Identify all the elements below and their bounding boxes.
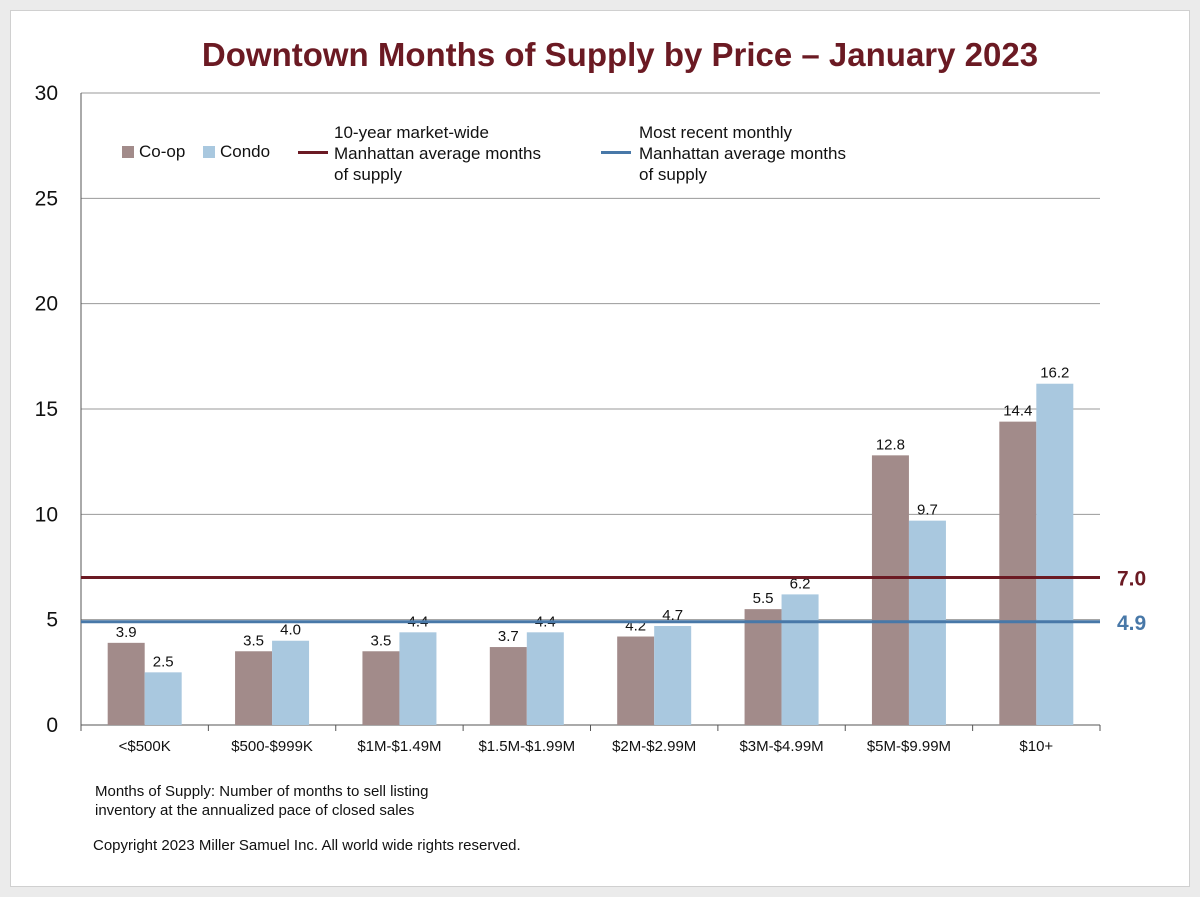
data-label-condo-6: 9.7	[917, 502, 938, 519]
data-label-co-op-0: 3.9	[116, 624, 137, 641]
bar-condo-5	[781, 594, 819, 725]
legend-swatch-condo	[203, 146, 215, 158]
data-label-condo-0: 2.5	[153, 653, 174, 670]
legend-label-recent-line2: Manhattan average months	[639, 144, 846, 163]
bar-condo-3	[526, 632, 564, 725]
data-label-condo-1: 4.0	[280, 622, 301, 639]
data-label-co-op-3: 3.7	[498, 628, 519, 645]
x-tick-label-2: $1M-$1.49M	[357, 738, 441, 755]
x-tick-label-0: <$500K	[119, 738, 171, 755]
bar-condo-2	[399, 632, 437, 725]
y-tick-label-5: 5	[46, 609, 58, 632]
data-label-co-op-5: 5.5	[753, 590, 774, 607]
bar-condo-7	[1036, 383, 1074, 725]
legend-label-condo: Condo	[220, 142, 271, 161]
legend-line-10yr-average	[298, 151, 328, 154]
reference-line-label-0: 7.0	[1117, 568, 1146, 591]
definition-note: Months of Supply: Number of months to se…	[95, 782, 429, 820]
bar-condo-4	[654, 625, 692, 725]
bar-co-op-0	[107, 642, 145, 725]
definition-line-1: Months of Supply: Number of months to se…	[95, 783, 429, 800]
x-tick-label-6: $5M-$9.99M	[867, 738, 951, 755]
y-tick-label-30: 30	[35, 82, 58, 105]
y-tick-label-15: 15	[35, 398, 58, 421]
legend-label-10yr-line1: 10-year market-wide	[334, 123, 489, 142]
x-tick-label-5: $3M-$4.99M	[739, 738, 823, 755]
bar-co-op-3	[489, 647, 527, 725]
bar-co-op-7	[999, 421, 1037, 725]
legend-label-10yr-line2: Manhattan average months	[334, 144, 541, 163]
data-label-condo-5: 6.2	[790, 575, 811, 592]
legend-label-10yr-average: 10-year market-wide Manhattan average mo…	[334, 122, 541, 185]
chart-title: Downtown Months of Supply by Price – Jan…	[201, 36, 1039, 73]
x-tick-label-7: $10+	[1019, 738, 1053, 755]
x-tick-label-4: $2M-$2.99M	[612, 738, 696, 755]
legend-label-coop: Co-op	[139, 142, 186, 161]
bar-co-op-5	[744, 609, 782, 725]
legend-label-recent-line1: Most recent monthly	[639, 123, 793, 142]
legend-line-recent-average	[601, 151, 631, 154]
y-tick-label-0: 0	[46, 714, 58, 737]
data-label-co-op-7: 14.4	[1003, 403, 1032, 420]
y-tick-label-10: 10	[35, 503, 58, 526]
legend-label-recent-line3: of supply	[639, 165, 708, 184]
data-label-co-op-1: 3.5	[243, 632, 264, 649]
x-tick-label-3: $1.5M-$1.99M	[478, 738, 575, 755]
bar-condo-0	[144, 672, 182, 725]
definition-line-2: inventory at the annualized pace of clos…	[95, 802, 415, 819]
bar-co-op-6	[871, 455, 909, 725]
data-label-condo-4: 4.7	[662, 607, 683, 624]
legend-label-recent-average: Most recent monthly Manhattan average mo…	[639, 122, 846, 185]
bar-co-op-1	[235, 651, 273, 725]
bar-condo-1	[272, 640, 310, 725]
legend-label-10yr-line3: of supply	[334, 165, 403, 184]
data-label-co-op-2: 3.5	[371, 632, 392, 649]
x-tick-label-1: $500-$999K	[231, 738, 313, 755]
reference-line-label-1: 4.9	[1117, 612, 1146, 635]
bar-co-op-4	[617, 636, 655, 725]
data-label-condo-7: 16.2	[1040, 365, 1069, 382]
data-label-co-op-6: 12.8	[876, 436, 905, 453]
legend-swatch-coop	[122, 146, 134, 158]
y-tick-label-25: 25	[35, 187, 58, 210]
bar-co-op-2	[362, 651, 400, 725]
data-label-co-op-4: 4.2	[625, 618, 646, 635]
y-tick-label-20: 20	[35, 293, 58, 316]
copyright-note: Copyright 2023 Miller Samuel Inc. All wo…	[93, 837, 521, 854]
